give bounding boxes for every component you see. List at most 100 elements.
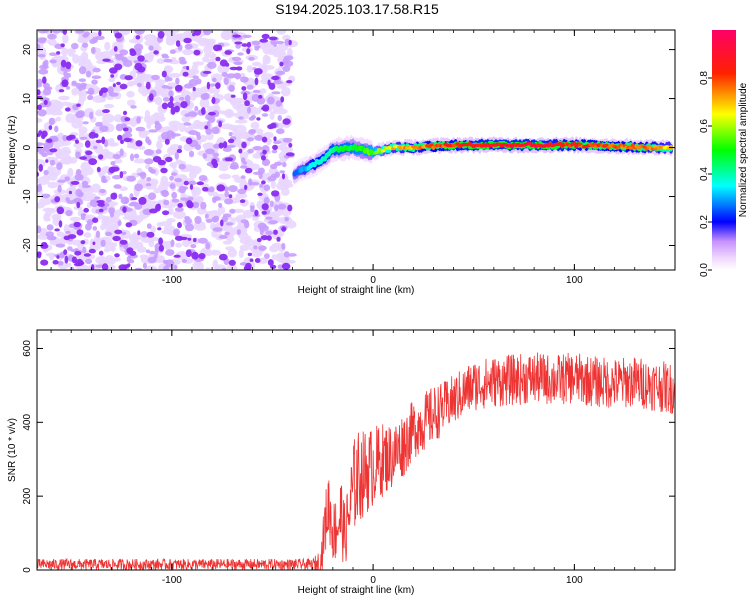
noise-blob <box>95 230 101 238</box>
noise-blob <box>135 35 141 40</box>
noise-blob <box>136 116 142 124</box>
noise-blob <box>186 65 190 71</box>
noise-blob <box>95 139 103 144</box>
noise-blob <box>265 216 273 220</box>
snr-plot-area <box>37 352 675 570</box>
noise-blob <box>78 85 83 92</box>
noise-blob <box>114 63 123 71</box>
noise-blob <box>235 195 241 203</box>
x-tick-label: -100 <box>162 275 182 286</box>
noise-blob <box>201 107 206 115</box>
noise-blob <box>54 228 60 232</box>
noise-blob <box>161 203 173 209</box>
noise-blob <box>194 105 199 112</box>
noise-blob <box>82 246 87 254</box>
noise-blob <box>58 220 63 228</box>
noise-blob <box>198 237 208 244</box>
noise-blob <box>55 116 62 122</box>
noise-blob <box>105 196 112 203</box>
noise-blob <box>149 169 157 174</box>
noise-blob <box>273 140 282 145</box>
noise-blob <box>75 30 85 34</box>
noise-blob <box>133 190 139 198</box>
noise-blob <box>277 115 282 122</box>
noise-blob <box>144 109 151 120</box>
noise-blob <box>226 73 237 79</box>
noise-blob <box>151 74 160 81</box>
noise-blob <box>120 139 124 144</box>
noise-blob <box>46 224 54 231</box>
noise-blob <box>117 220 122 227</box>
noise-blob <box>185 137 193 145</box>
noise-blob <box>187 180 197 186</box>
noise-blob <box>122 132 133 138</box>
noise-blob <box>169 175 174 181</box>
noise-blob <box>180 236 188 241</box>
noise-blob <box>163 30 173 37</box>
noise-blob <box>158 237 164 245</box>
noise-blob <box>41 130 48 138</box>
x-tick-label: 0 <box>370 575 376 586</box>
noise-blob <box>179 96 185 101</box>
spectrogram-frame <box>36 29 676 271</box>
noise-blob <box>68 134 76 140</box>
noise-blob <box>37 133 41 137</box>
noise-blob <box>76 103 81 107</box>
noise-blob <box>270 163 278 170</box>
noise-blob <box>162 97 170 102</box>
noise-blob <box>282 161 287 168</box>
noise-blob <box>126 90 135 98</box>
noise-blob <box>138 145 146 150</box>
noise-blob <box>220 224 233 232</box>
noise-blob <box>252 216 260 221</box>
noise-blob <box>232 208 245 213</box>
noise-blob <box>95 121 103 127</box>
noise-blob <box>281 242 286 250</box>
noise-blob <box>70 180 80 185</box>
noise-blob <box>274 204 279 212</box>
noise-blob <box>100 239 106 247</box>
noise-blob <box>259 38 269 43</box>
noise-blob <box>224 157 234 162</box>
noise-blob <box>267 96 275 105</box>
noise-blob <box>60 59 67 68</box>
noise-blob <box>136 82 142 88</box>
noise-blob <box>37 83 42 88</box>
noise-blob <box>117 134 123 141</box>
noise-blob <box>218 173 232 180</box>
noise-blob <box>76 110 85 118</box>
noise-blob <box>45 159 49 163</box>
y-tick-label: -20 <box>22 238 33 253</box>
noise-blob <box>178 122 186 132</box>
noise-blob <box>62 30 68 35</box>
colorbar-tick-label: 0.2 <box>699 215 710 229</box>
noise-blob <box>247 106 251 114</box>
noise-blob <box>75 189 83 197</box>
noise-blob <box>80 240 86 245</box>
noise-blob <box>199 98 210 109</box>
noise-blob <box>261 33 270 40</box>
noise-blob <box>266 48 276 55</box>
noise-blob <box>61 47 69 57</box>
noise-blob <box>83 207 89 213</box>
noise-blob <box>123 137 132 143</box>
noise-blob <box>244 167 253 174</box>
noise-blob <box>75 139 79 144</box>
spectrogram-y-axis-title: Frequency (Hz) <box>7 116 18 185</box>
noise-blob <box>153 50 159 55</box>
noise-blob <box>169 49 176 54</box>
noise-blob <box>165 156 173 163</box>
noise-blob <box>191 187 198 196</box>
noise-blob <box>45 156 58 162</box>
noise-blob <box>135 126 146 132</box>
noise-blob <box>268 220 278 225</box>
noise-blob <box>75 151 81 159</box>
noise-blob <box>46 138 53 143</box>
noise-blob <box>279 50 287 58</box>
noise-blob <box>218 202 223 208</box>
noise-blob <box>124 75 133 81</box>
noise-blob <box>228 194 233 199</box>
noise-blob <box>121 57 128 63</box>
noise-blob <box>77 88 83 97</box>
